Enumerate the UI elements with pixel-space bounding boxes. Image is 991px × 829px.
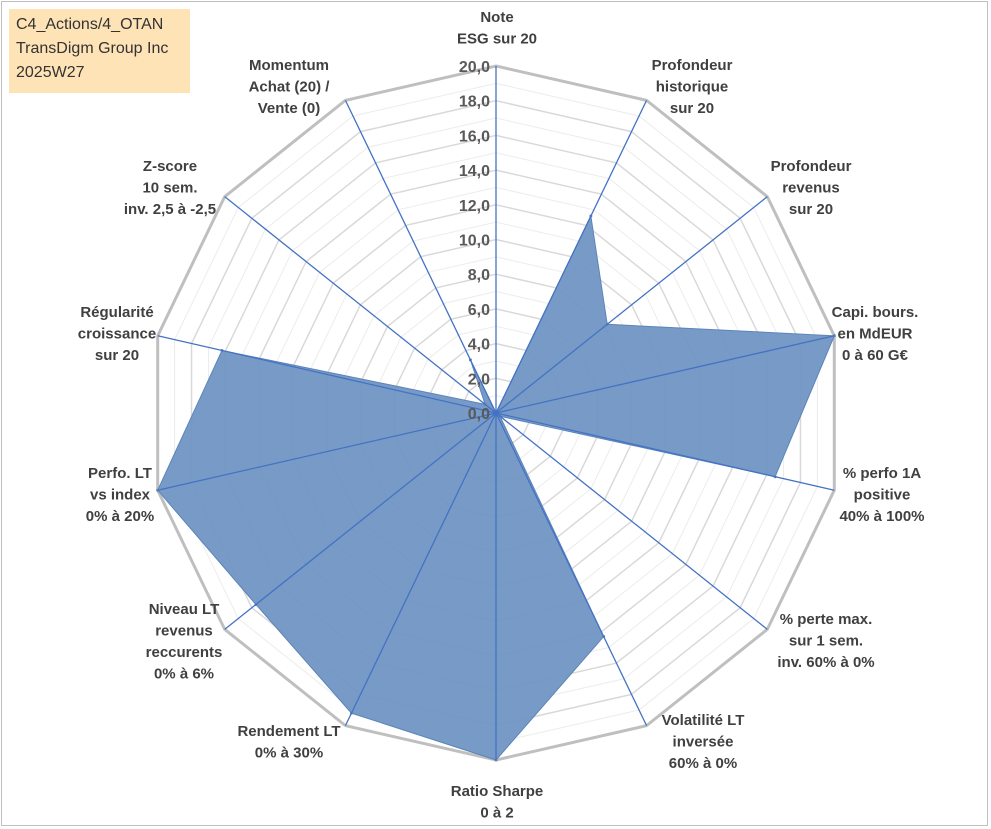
axis-spoke xyxy=(344,100,497,414)
axis-label-line: 0% à 6% xyxy=(154,666,214,683)
axis-label: Ratio Sharpe 0 à 2 xyxy=(451,783,544,822)
axis-label-line: Profondeur xyxy=(771,158,852,175)
axis-label-line: vs index xyxy=(90,487,151,504)
axis-label-line: 0 à 2 xyxy=(480,805,513,822)
axis-label-line: Note xyxy=(480,9,513,26)
axis-spoke xyxy=(224,196,497,414)
axis-label-line: reccurents xyxy=(146,644,223,661)
axis-label-line: sur 20 xyxy=(95,347,139,364)
axis-label-line: inv. 2,5 à -2,5 xyxy=(124,201,216,218)
axis-label-line: en MdEUR xyxy=(838,326,913,343)
axis-label-line: Perfo. LT xyxy=(88,465,152,482)
info-category: C4_Actions/4_OTAN xyxy=(16,16,164,33)
axis-label: Rendement LT 0% à 30% xyxy=(237,723,340,762)
axis-label: Momentum Achat (20) / Vente (0) xyxy=(249,57,331,117)
axis-label-line: % perfo 1A xyxy=(843,465,922,482)
axis-label: Volatilité LT inversée 60% à 0% xyxy=(662,712,745,772)
tick-label: 12,0 xyxy=(459,198,490,215)
axis-label-line: 0% à 20% xyxy=(86,508,154,525)
axis-label-line: Momentum xyxy=(249,57,329,74)
tick-label: 20,0 xyxy=(459,59,490,76)
tick-label: 14,0 xyxy=(459,163,490,180)
axis-spoke xyxy=(495,412,648,726)
axis-label: Note ESG sur 20 xyxy=(457,9,537,48)
axis-label-line: Volatilité LT xyxy=(662,712,745,729)
axis-spoke xyxy=(495,412,768,630)
axis-label-line: inversée xyxy=(673,734,734,751)
axis-label-line: Z-score xyxy=(143,158,197,175)
axis-label-line: Achat (20) / xyxy=(249,79,331,96)
axis-label-line: croissance xyxy=(78,326,156,343)
axis-spoke xyxy=(495,196,768,414)
axis-label-line: 0% à 30% xyxy=(255,745,323,762)
axis-spoke xyxy=(157,412,497,491)
axis-label: Z-score 10 sem. inv. 2,5 à -2,5 xyxy=(124,158,216,218)
tick-label: 10,0 xyxy=(459,233,490,250)
axis-label: Profondeur historique sur 20 xyxy=(652,57,733,117)
axis-label-line: historique xyxy=(656,79,729,96)
axis-label-line: 40% à 100% xyxy=(839,508,924,525)
tick-label: 6,0 xyxy=(468,302,490,319)
axis-spoke xyxy=(495,335,835,414)
tick-label: 2,0 xyxy=(468,371,490,388)
axis-spoke xyxy=(344,412,497,726)
axis-label-line: 60% à 0% xyxy=(669,755,737,772)
axis-label: % perte max. sur 1 sem. inv. 60% à 0% xyxy=(777,611,874,671)
axis-spoke xyxy=(495,412,835,491)
axis-label-line: sur 1 sem. xyxy=(789,633,863,650)
axis-label-line: 0 à 60 G€ xyxy=(842,347,909,364)
axis-spoke xyxy=(157,335,497,414)
tick-label: 8,0 xyxy=(468,267,490,284)
axis-label-line: revenus xyxy=(782,180,840,197)
tick-label: 16,0 xyxy=(459,128,490,145)
axis-spoke xyxy=(224,412,497,630)
axis-label-line: Ratio Sharpe xyxy=(451,783,544,800)
axis-label-line: % perte max. xyxy=(780,611,873,628)
axis-label: Niveau LT revenus reccurents 0% à 6% xyxy=(146,601,223,683)
axis-label-line: Capi. bours. xyxy=(832,304,919,321)
chart-info-box: C4_Actions/4_OTAN TransDigm Group Inc 20… xyxy=(9,9,190,93)
axis-label-line: Profondeur xyxy=(652,57,733,74)
axis-label-line: 10 sem. xyxy=(142,180,197,197)
axis-label-line: Régularité xyxy=(80,304,153,321)
axis-label-line: ESG sur 20 xyxy=(457,31,537,48)
axis-label-line: positive xyxy=(854,487,911,504)
axis-label: Régularité croissance sur 20 xyxy=(78,304,156,364)
axis-label: Perfo. LT vs index 0% à 20% xyxy=(86,465,154,525)
axis-label: % perfo 1A positive 40% à 100% xyxy=(839,465,924,525)
tick-label: 4,0 xyxy=(468,337,490,354)
axis-label-line: revenus xyxy=(155,623,213,640)
axis-label-line: sur 20 xyxy=(670,100,714,117)
axis-label-line: Niveau LT xyxy=(149,601,220,618)
axis-label-line: Rendement LT xyxy=(237,723,340,740)
axis-label-line: Vente (0) xyxy=(258,100,321,117)
axis-spoke xyxy=(495,100,648,414)
info-company: TransDigm Group Inc xyxy=(16,40,169,57)
info-period: 2025W27 xyxy=(16,64,85,81)
axis-label: Profondeur revenus sur 20 xyxy=(771,158,852,218)
axis-label-line: sur 20 xyxy=(789,201,833,218)
tick-label: 18,0 xyxy=(459,94,490,111)
axis-label-line: inv. 60% à 0% xyxy=(777,654,874,671)
tick-label: 0,0 xyxy=(468,406,490,423)
axis-label: Capi. bours. en MdEUR 0 à 60 G€ xyxy=(832,304,919,364)
